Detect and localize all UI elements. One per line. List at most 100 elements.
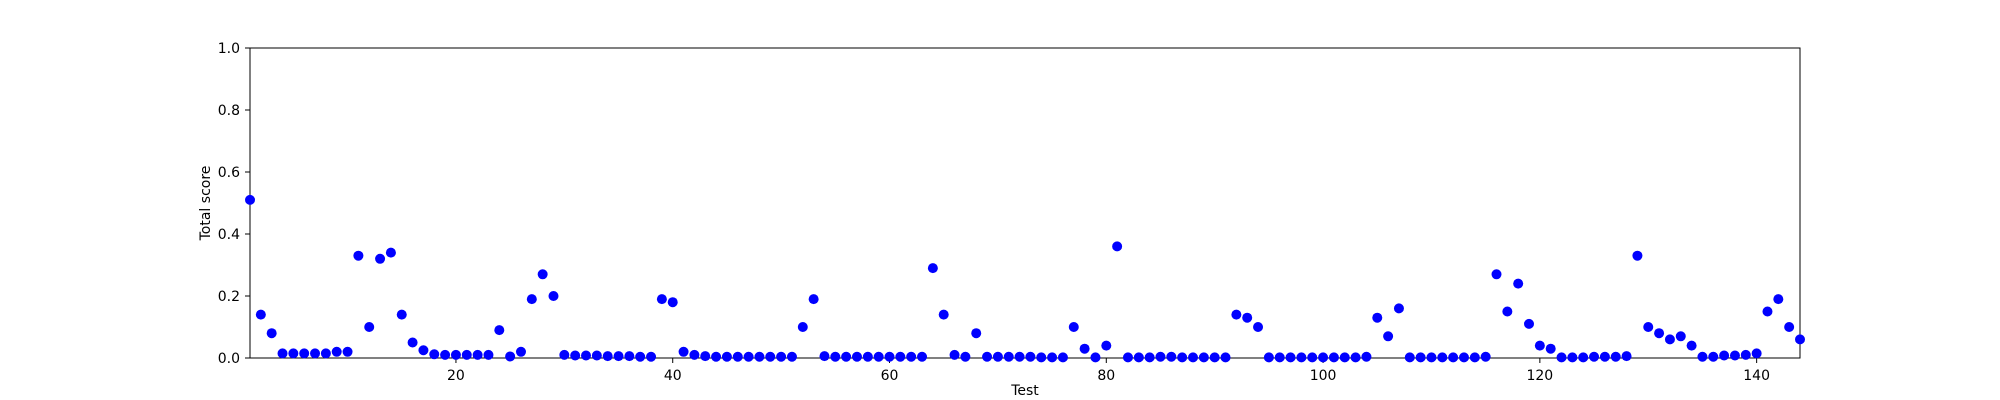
y-axis: 0.0 0.2 0.4 0.6 0.8 1.0 [218,41,250,367]
data-point [461,349,472,360]
data-point [1556,352,1567,363]
data-point [700,351,711,362]
data-point [613,351,624,362]
x-tick-label: 60 [881,368,899,384]
data-point [1751,348,1762,359]
data-point [1285,352,1296,363]
plot-area [249,47,1801,359]
data-point [1133,352,1144,363]
data-point [1372,312,1383,323]
data-point [515,346,526,357]
data-point [1664,334,1675,345]
data-point [1242,312,1253,323]
data-point [732,351,743,362]
data-point [1361,351,1372,362]
data-point [656,294,667,305]
data-point [1458,352,1469,363]
data-point [277,348,288,359]
data-point [1567,352,1578,363]
data-point [1307,352,1318,363]
data-point [862,351,873,362]
data-point [581,350,592,361]
data-point [255,309,266,320]
data-point [1112,241,1123,252]
data-point [711,351,722,362]
data-point [1697,351,1708,362]
data-point [1057,352,1068,363]
data-point [1328,352,1339,363]
data-point [678,346,689,357]
data-point [906,351,917,362]
data-point [721,351,732,362]
data-point [754,351,765,362]
data-points [245,194,1805,363]
data-point [342,346,353,357]
data-point [1773,294,1784,305]
data-point [1155,351,1166,362]
data-point [1220,352,1231,363]
data-point [635,351,646,362]
data-point [1448,352,1459,363]
data-point [505,351,516,362]
data-point [353,250,364,261]
data-point [1795,334,1805,345]
data-point [1426,352,1437,363]
data-point [624,351,635,362]
data-point [1610,351,1621,362]
data-point [1589,351,1600,362]
data-point [1318,352,1329,363]
data-point [776,351,787,362]
data-point [1643,322,1654,332]
x-tick-label: 80 [1097,368,1115,384]
data-point [1003,351,1014,362]
data-point [1036,352,1047,363]
data-point [559,349,570,360]
y-axis-label: Total score [198,166,214,242]
data-point [992,351,1003,362]
data-point [526,294,537,305]
data-point [1632,250,1643,261]
data-point [570,350,581,361]
data-point [1339,352,1350,363]
data-point [548,291,559,301]
data-point [450,349,461,360]
data-point [960,351,971,362]
data-point [830,351,841,362]
data-point [1198,352,1209,363]
x-tick-label: 100 [1310,368,1337,384]
data-point [949,349,960,360]
x-tick-label: 120 [1526,368,1553,384]
data-point [537,269,548,280]
data-point [1274,352,1285,363]
data-point [266,328,277,339]
data-point [288,348,299,359]
data-point [1675,331,1686,342]
y-tick-label: 0.6 [218,165,240,181]
data-point [1393,303,1404,314]
y-tick-label: 0.2 [218,289,240,305]
data-point [440,349,451,360]
data-point [927,263,938,274]
data-point [1253,322,1264,332]
data-point [1383,331,1394,342]
data-point [396,309,407,320]
data-point [1534,340,1545,351]
data-point [1578,352,1589,363]
x-axis-label: Test [1010,383,1039,399]
data-point [1480,351,1491,362]
data-point [667,297,678,308]
data-point [1047,352,1058,363]
data-point [591,350,602,361]
data-point [472,349,483,360]
data-point [1437,352,1448,363]
data-point [1263,352,1274,363]
data-point [1350,352,1361,363]
data-point [299,348,310,359]
data-point [851,351,862,362]
data-point [1719,350,1730,361]
data-point [646,351,657,362]
data-point [375,253,386,264]
data-point [797,322,808,332]
data-point [808,294,819,305]
data-point [602,351,613,362]
